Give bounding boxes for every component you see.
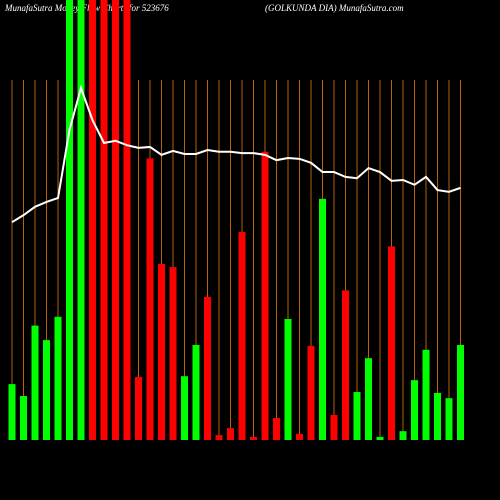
bar [66, 0, 73, 440]
bar [342, 290, 349, 440]
bar [330, 414, 338, 440]
bar [227, 428, 234, 440]
bar [146, 158, 154, 440]
bar [411, 380, 418, 440]
bar [399, 431, 407, 440]
bar [112, 0, 119, 440]
bar [422, 349, 430, 440]
bar [135, 377, 142, 440]
bar [8, 384, 16, 440]
bar [261, 151, 269, 441]
flow-line [11, 84, 461, 224]
bar [273, 418, 280, 440]
bar [376, 436, 384, 440]
bar [31, 325, 39, 440]
bar [284, 319, 292, 440]
bar [89, 0, 96, 440]
bar [43, 340, 50, 440]
bar [296, 433, 303, 440]
bar [204, 297, 211, 440]
bar [238, 231, 246, 440]
bar [388, 246, 395, 440]
chart-subtitle: (GOLKUNDA DIA) MunafaSutra.com [265, 3, 404, 13]
bar [319, 198, 326, 440]
bar [457, 344, 464, 440]
bar [192, 344, 200, 440]
bar [54, 316, 62, 440]
bar [20, 396, 27, 440]
bar [181, 376, 188, 440]
bar [123, 0, 131, 440]
bar [445, 398, 453, 440]
bar [169, 267, 177, 440]
bar [307, 345, 315, 440]
bar [100, 0, 108, 440]
bar [250, 436, 257, 440]
bar [434, 392, 441, 440]
bar [77, 0, 85, 440]
bar [215, 435, 223, 440]
bar [158, 264, 165, 440]
bar [365, 358, 372, 440]
chart-title: MunafaSutra Money Flow Charts for 523676 [4, 3, 169, 13]
bar [353, 392, 361, 440]
